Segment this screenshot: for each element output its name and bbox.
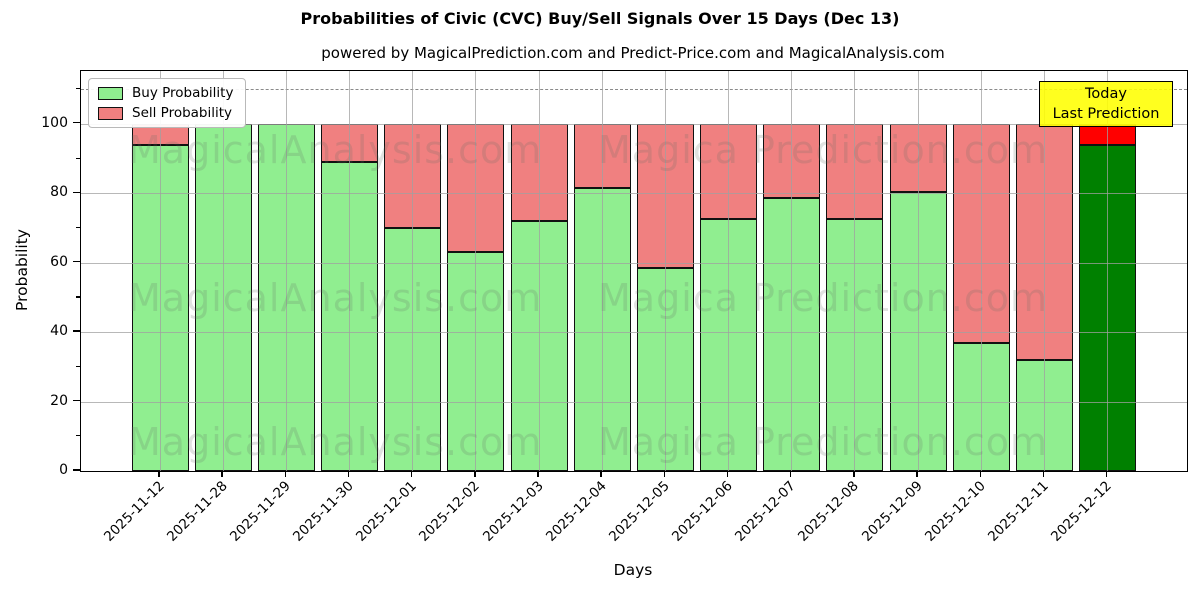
h-gridline	[81, 401, 1187, 403]
x-tick-mark	[410, 471, 413, 478]
x-tick-label-text: 2025-11-29	[226, 478, 294, 545]
x-tick-label-text: 2025-12-03	[479, 478, 547, 545]
x-tick-label-text: 2025-12-01	[353, 478, 420, 545]
plot-area: Buy Probability Sell Probability Today La…	[80, 70, 1188, 472]
legend-entry: Buy Probability	[98, 86, 233, 100]
y-tick-label: 80	[50, 184, 68, 201]
h-gridline	[81, 332, 1187, 334]
legend-entry: Sell Probability	[98, 106, 233, 120]
v-gridline	[349, 71, 350, 471]
x-tick-mark	[979, 471, 981, 478]
v-gridline	[980, 71, 982, 471]
x-tick-label-text: 2025-12-05	[605, 478, 673, 545]
v-gridline	[791, 71, 793, 471]
v-gridline	[1043, 71, 1045, 471]
x-tick-label-text: 2025-12-08	[795, 478, 863, 545]
v-gridline	[412, 71, 414, 471]
v-gridline	[222, 71, 224, 471]
x-tick-mark	[853, 471, 855, 478]
y-minor-tick-mark	[76, 435, 80, 437]
x-tick-mark	[663, 471, 666, 478]
x-tick-mark	[790, 471, 792, 478]
x-tick-mark	[600, 471, 602, 478]
y-tick-mark	[73, 122, 80, 124]
legend-swatch	[98, 86, 123, 100]
x-axis-label: Days	[613, 561, 653, 579]
x-tick-label-text: 2025-12-09	[858, 478, 926, 545]
y-tick-mark	[73, 260, 80, 263]
x-tick-label-text: 2025-11-30	[290, 478, 357, 545]
y-tick-label: 20	[50, 392, 68, 409]
v-gridline	[664, 71, 666, 471]
y-minor-tick-mark	[76, 226, 80, 229]
x-tick-label-text: 2025-12-12	[1048, 478, 1115, 545]
x-tick-mark	[158, 471, 160, 478]
x-tick-label-text: 2025-11-12	[100, 478, 168, 545]
x-tick-label-text: 2025-11-28	[163, 478, 231, 545]
x-tick-mark	[347, 471, 350, 478]
x-tick-label-text: 2025-12-02	[416, 478, 484, 545]
x-tick-mark	[916, 471, 918, 478]
h-gridline	[81, 123, 1187, 125]
y-minor-tick-mark	[76, 157, 80, 159]
v-gridline	[1107, 71, 1109, 471]
y-minor-tick-mark	[76, 88, 80, 90]
y-tick-mark	[73, 191, 80, 193]
x-tick-label-text: 2025-12-11	[984, 478, 1052, 545]
x-tick-mark	[1105, 471, 1108, 478]
today-annotation-line1: Today	[1085, 86, 1127, 102]
y-tick-mark	[73, 330, 80, 332]
x-tick-mark	[1042, 471, 1045, 478]
x-tick-label-text: 2025-12-06	[669, 478, 736, 545]
h-gridline	[81, 193, 1187, 195]
v-gridline	[728, 71, 730, 471]
chart-subtitle: powered by MagicalPrediction.com and Pre…	[321, 44, 945, 62]
x-tick-mark	[474, 471, 476, 478]
v-gridline	[917, 71, 919, 471]
y-tick-label: 100	[41, 114, 68, 131]
y-tick-mark	[73, 469, 80, 471]
v-gridline	[475, 71, 477, 471]
x-tick-mark	[284, 471, 287, 478]
y-tick-label: 40	[50, 323, 68, 340]
v-gridline	[285, 71, 287, 471]
chart-title: Probabilities of Civic (CVC) Buy/Sell Si…	[300, 9, 900, 28]
y-tick-label: 60	[50, 253, 68, 270]
v-gridline	[538, 71, 540, 471]
x-tick-label-text: 2025-12-04	[542, 478, 610, 545]
y-axis-label: Probability	[13, 229, 31, 311]
today-annotation-line2: Last Prediction	[1052, 106, 1160, 122]
v-gridline	[854, 71, 856, 471]
y-minor-tick-mark	[76, 365, 80, 368]
v-gridline	[601, 71, 603, 471]
x-tick-label-text: 2025-12-10	[921, 478, 989, 545]
legend-entry-label: Sell Probability	[132, 105, 233, 121]
legend-entry-label: Buy Probability	[132, 85, 234, 101]
legend: Buy Probability Sell Probability	[88, 78, 247, 128]
today-annotation: Today Last Prediction	[1039, 81, 1173, 127]
v-gridline	[159, 71, 161, 471]
x-tick-mark	[726, 471, 729, 478]
legend-swatch	[98, 106, 123, 120]
y-tick-mark	[73, 399, 80, 402]
y-tick-label: 0	[59, 462, 68, 478]
y-minor-tick-mark	[76, 296, 80, 298]
x-tick-mark	[221, 471, 223, 478]
dashed-threshold-line	[81, 89, 1187, 91]
x-tick-label-text: 2025-12-07	[732, 478, 800, 545]
x-tick-mark	[537, 471, 539, 478]
h-gridline	[81, 262, 1187, 264]
